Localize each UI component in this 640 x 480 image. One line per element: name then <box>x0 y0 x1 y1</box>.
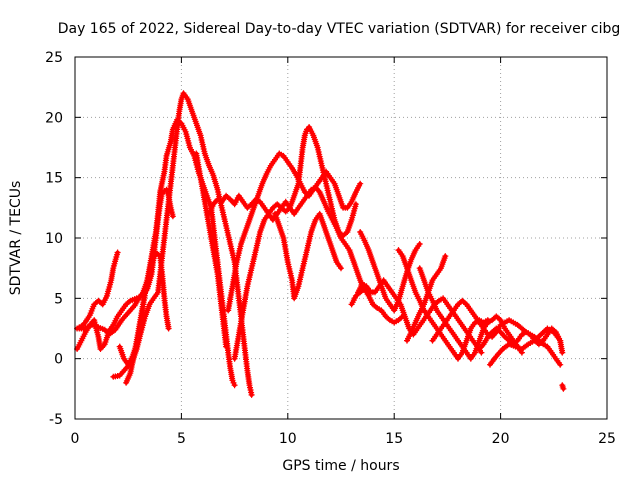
y-tick-label: -5 <box>49 412 63 428</box>
y-tick-label: 5 <box>54 291 63 307</box>
series-markers <box>225 150 364 314</box>
series-track-21 <box>559 382 567 392</box>
series-track-11 <box>272 210 344 302</box>
x-tick-label: 10 <box>279 431 297 447</box>
series-markers <box>74 249 121 332</box>
y-tick-label: 10 <box>45 231 63 247</box>
series-track-17 <box>416 265 525 362</box>
series-track-15 <box>395 247 491 362</box>
series-markers <box>231 124 359 362</box>
y-tick-label: 20 <box>45 110 63 126</box>
series-markers <box>123 259 155 386</box>
series-markers <box>193 150 230 350</box>
series-markers <box>357 229 423 314</box>
series-track-07 <box>193 150 230 350</box>
series-markers <box>348 285 406 326</box>
series-markers <box>416 265 525 362</box>
x-tick-label: 5 <box>177 431 186 447</box>
chart-title: Day 165 of 2022, Sidereal Day-to-day VTE… <box>58 21 621 37</box>
series-trail <box>232 125 358 361</box>
y-tick-label: 0 <box>54 352 63 368</box>
series-track-06 <box>123 259 155 386</box>
x-tick-label: 25 <box>598 431 616 447</box>
series-markers <box>487 325 566 368</box>
x-tick-label: 0 <box>71 431 80 447</box>
y-axis-label: SDTVAR / TECUs <box>8 181 24 296</box>
series-markers <box>559 382 567 392</box>
series-track-14 <box>357 229 423 314</box>
x-tick-label: 15 <box>385 431 403 447</box>
series-track-16 <box>404 253 449 344</box>
x-axis-label: GPS time / hours <box>282 458 399 474</box>
series-markers <box>272 210 344 302</box>
y-tick-label: 15 <box>45 171 63 187</box>
chart-series <box>74 90 567 398</box>
y-tick-label: 25 <box>45 50 63 66</box>
series-markers <box>395 247 491 362</box>
chart-tick-labels: 0 5 10 15 20 25 -5 0 5 10 15 20 25 <box>45 50 616 447</box>
x-tick-label: 20 <box>492 431 510 447</box>
series-trail <box>356 278 484 355</box>
series-track-01 <box>74 249 121 332</box>
series-track-20 <box>487 325 566 368</box>
chart-ticks <box>74 56 608 420</box>
series-track-13 <box>348 285 406 326</box>
series-track-09 <box>225 150 364 314</box>
series-track-18 <box>429 297 564 368</box>
series-track-10 <box>231 124 359 362</box>
